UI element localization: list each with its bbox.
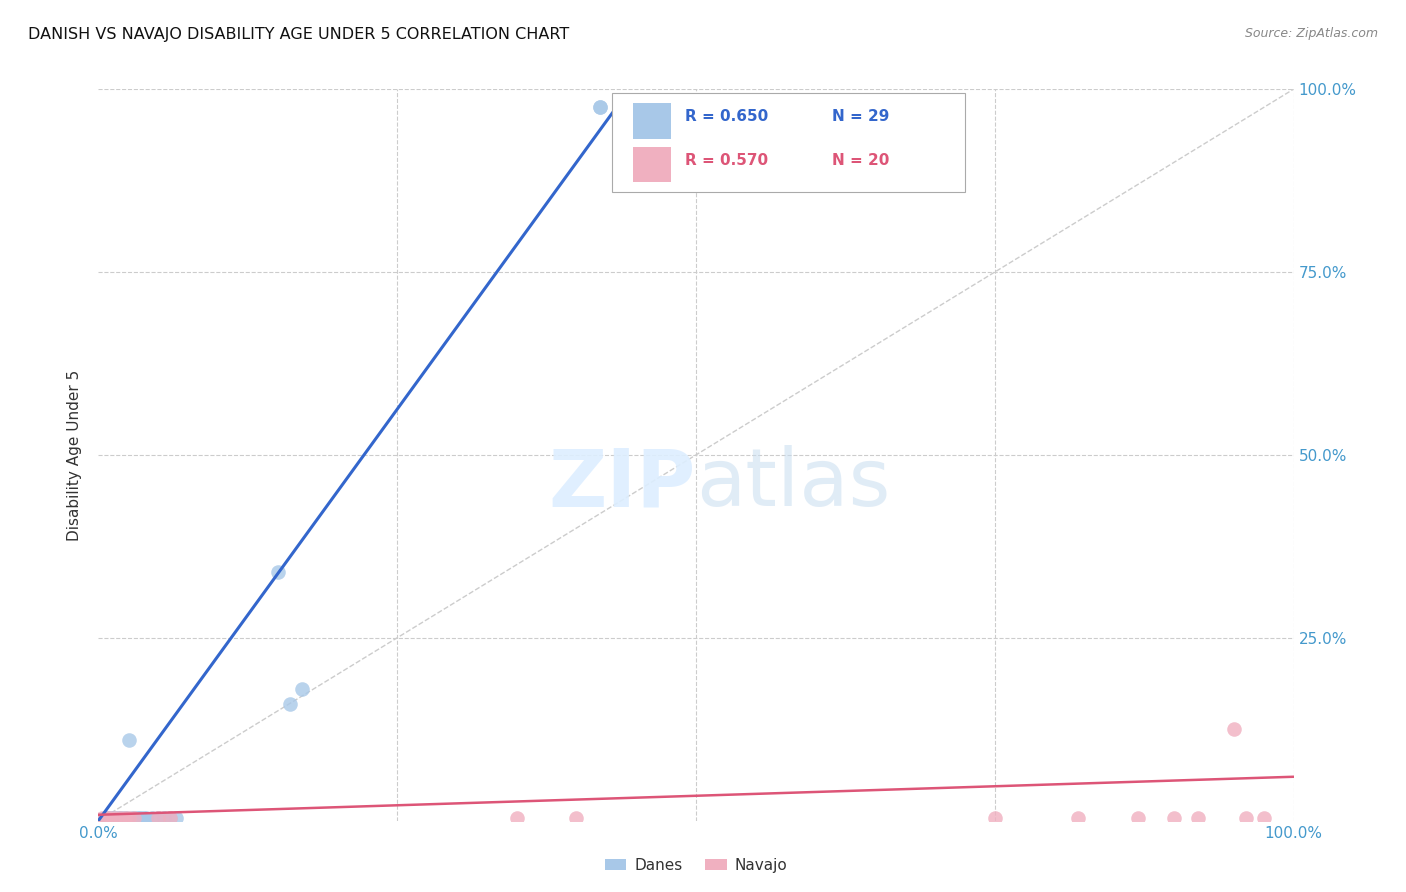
Point: [589, 101, 612, 115]
Point: [589, 101, 612, 115]
Text: N = 29: N = 29: [832, 109, 890, 124]
Point: [114, 812, 136, 826]
Point: [118, 812, 141, 826]
FancyBboxPatch shape: [613, 93, 965, 192]
Point: [125, 812, 148, 826]
Point: [121, 812, 143, 826]
Point: [278, 697, 301, 711]
Point: [108, 812, 131, 826]
Point: [267, 565, 290, 579]
Point: [124, 812, 146, 826]
Point: [131, 812, 153, 826]
Point: [114, 812, 136, 826]
Point: [108, 812, 131, 826]
Point: [1163, 812, 1185, 826]
Point: [118, 733, 141, 747]
Point: [165, 812, 187, 826]
Point: [91, 812, 114, 826]
Point: [1067, 812, 1090, 826]
Point: [148, 812, 170, 826]
Point: [159, 812, 181, 826]
Point: [159, 812, 181, 826]
Text: N = 20: N = 20: [832, 153, 890, 168]
Point: [148, 812, 170, 826]
Point: [101, 812, 124, 826]
Point: [1187, 812, 1209, 826]
Point: [141, 812, 163, 826]
Point: [1222, 723, 1246, 737]
Point: [107, 811, 129, 825]
Point: [94, 812, 117, 826]
Point: [111, 812, 134, 826]
Point: [1234, 812, 1257, 826]
Point: [115, 812, 138, 826]
Legend: Danes, Navajo: Danes, Navajo: [599, 852, 793, 879]
Point: [104, 812, 127, 826]
Point: [135, 812, 157, 826]
Point: [104, 812, 127, 826]
Text: ZIP: ZIP: [548, 445, 696, 524]
Text: R = 0.570: R = 0.570: [685, 153, 768, 168]
Y-axis label: Disability Age Under 5: Disability Age Under 5: [67, 369, 83, 541]
FancyBboxPatch shape: [633, 147, 671, 183]
Point: [97, 812, 120, 826]
Point: [984, 812, 1007, 826]
FancyBboxPatch shape: [633, 103, 671, 138]
Text: atlas: atlas: [696, 445, 890, 524]
Point: [91, 812, 114, 826]
Point: [124, 812, 146, 826]
Point: [291, 681, 314, 696]
Point: [94, 812, 117, 826]
Point: [98, 811, 122, 825]
Point: [1128, 812, 1150, 826]
Point: [565, 812, 588, 826]
Point: [98, 812, 122, 826]
Point: [506, 812, 529, 826]
Point: [128, 812, 150, 826]
Text: Source: ZipAtlas.com: Source: ZipAtlas.com: [1244, 27, 1378, 40]
Text: R = 0.650: R = 0.650: [685, 109, 769, 124]
Point: [1253, 812, 1275, 826]
Text: DANISH VS NAVAJO DISABILITY AGE UNDER 5 CORRELATION CHART: DANISH VS NAVAJO DISABILITY AGE UNDER 5 …: [28, 27, 569, 42]
Point: [132, 812, 155, 826]
Point: [153, 812, 176, 826]
